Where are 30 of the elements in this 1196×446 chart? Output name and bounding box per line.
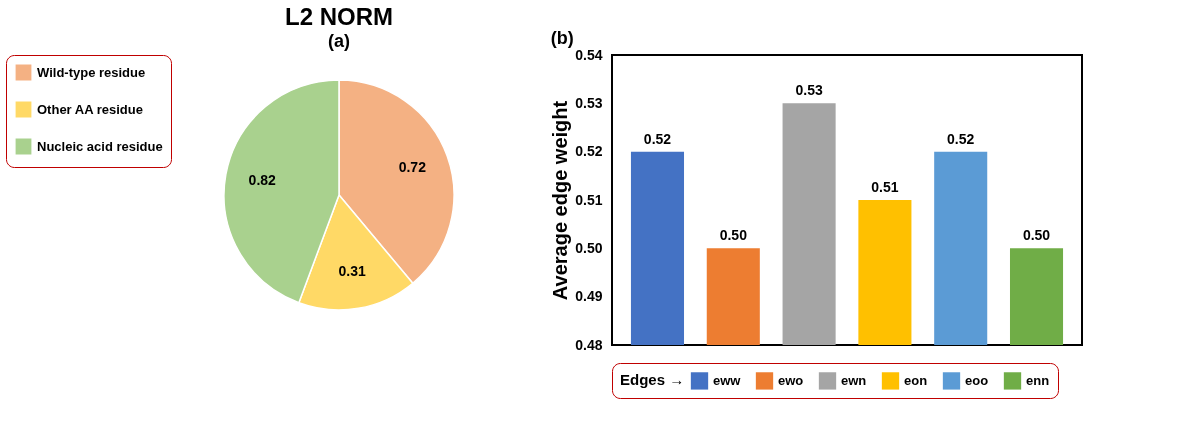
text: (a) [328,30,350,51]
y-tick-label: 0.50 [575,239,603,256]
legend-label: Nucleic acid residue [37,138,163,154]
text: (b) [550,28,574,48]
legend-label: eww [713,372,742,388]
legend-title: Edges → [620,371,685,388]
legend-label: Other AA residue [37,101,143,117]
y-axis-title: Average edge weight [549,100,572,301]
data-label: 0.50 [1022,227,1051,244]
data-label: 0.52 [947,130,975,147]
data-label: 0.51 [871,179,899,195]
data-label: 0.52 [643,130,672,147]
data-label: 0.31 [338,262,367,279]
legend-label: ewo [778,372,804,388]
data-label: 0.50 [719,227,748,244]
chart-title: L2 NORM [285,2,393,30]
y-tick-label: 0.53 [575,94,603,111]
legend-label: Wild-type residue [37,64,146,80]
y-tick-label: 0.54 [575,46,603,63]
data-label: 0.72 [398,159,427,176]
legend-label: ewn [841,372,867,388]
y-tick-label: 0.49 [575,288,603,305]
y-tick-label: 0.48 [575,336,603,353]
legend-label: eon [904,372,928,388]
data-label: 0.53 [795,82,823,99]
y-tick-label: 0.52 [575,143,603,160]
data-label: 0.82 [248,172,277,189]
legend-label: eoo [965,372,989,388]
legend-label: enn [1026,372,1050,388]
y-tick-label: 0.51 [575,191,603,208]
